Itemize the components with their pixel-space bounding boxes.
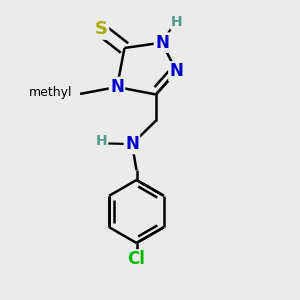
- Text: Cl: Cl: [128, 250, 146, 268]
- Text: S: S: [95, 20, 108, 38]
- Text: N: N: [110, 78, 124, 96]
- Text: methyl: methyl: [29, 86, 73, 100]
- Text: H: H: [171, 15, 183, 28]
- Text: N: N: [169, 62, 183, 80]
- Text: H: H: [96, 134, 107, 148]
- Text: N: N: [155, 34, 169, 52]
- Text: N: N: [125, 135, 139, 153]
